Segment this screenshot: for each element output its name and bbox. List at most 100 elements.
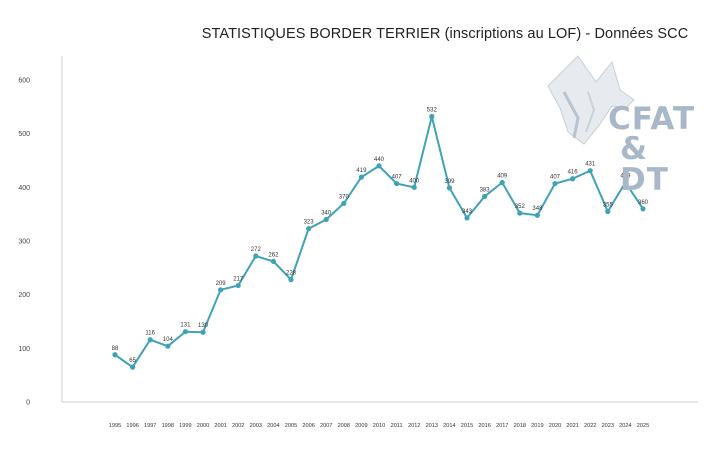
data-label: 88 <box>112 346 119 352</box>
x-tick-label: 2025 <box>637 423 649 429</box>
data-label: 399 <box>444 179 455 185</box>
data-point <box>605 208 611 215</box>
x-tick-label: 2015 <box>461 423 473 429</box>
logo-line2: & DT <box>620 131 669 198</box>
data-point <box>534 212 541 218</box>
data-label: 340 <box>321 211 332 217</box>
data-label: 323 <box>304 220 315 226</box>
data-label: 355 <box>603 202 614 208</box>
x-tick-label: 2003 <box>250 423 262 429</box>
x-tick-label: 2020 <box>549 423 561 429</box>
data-point <box>147 337 153 343</box>
data-point <box>112 352 118 358</box>
y-tick-label: 400 <box>18 185 30 192</box>
x-tick-label: 2024 <box>619 423 631 429</box>
data-point <box>306 226 312 232</box>
data-label: 400 <box>409 178 420 184</box>
x-tick-label: 2019 <box>531 423 543 429</box>
data-point <box>640 206 646 212</box>
y-tick-label: 600 <box>18 78 30 85</box>
x-tick-label: 1995 <box>109 423 121 429</box>
data-label: 348 <box>532 206 543 212</box>
x-tick-label: 2000 <box>197 423 209 429</box>
data-point <box>270 258 276 264</box>
data-label: 416 <box>568 170 579 176</box>
data-label: 383 <box>480 187 491 193</box>
data-label: 532 <box>427 107 438 113</box>
x-tick-label: 2013 <box>426 423 438 429</box>
dog-head-icon <box>547 55 635 145</box>
data-point <box>622 179 629 186</box>
data-label: 370 <box>339 194 350 200</box>
data-point <box>358 174 364 180</box>
data-point <box>464 215 470 221</box>
data-point <box>499 179 505 186</box>
x-tick-label: 1998 <box>162 423 174 429</box>
data-point <box>552 180 558 187</box>
data-point <box>323 216 329 223</box>
data-points <box>112 113 646 370</box>
data-point <box>235 282 241 289</box>
data-point <box>253 253 259 259</box>
x-tick-label: 1999 <box>179 423 191 429</box>
data-label: 409 <box>620 174 631 180</box>
data-point <box>446 185 452 191</box>
data-point <box>587 168 593 174</box>
data-point <box>429 113 435 120</box>
data-labels: 88 65 116 104 131 130 209 217 272 262 228 323 340 370… <box>112 107 649 364</box>
data-point <box>130 364 136 370</box>
x-tick-label: 2001 <box>214 423 226 429</box>
data-point <box>288 277 294 283</box>
x-tick-label: 2014 <box>443 423 455 429</box>
data-label: 407 <box>550 175 561 181</box>
data-label: 217 <box>233 277 244 283</box>
x-tick-label: 2017 <box>496 423 508 429</box>
x-tick-label: 1996 <box>126 423 138 429</box>
x-tick-label: 2012 <box>408 423 420 429</box>
x-tick-labels: 1995 1996 1997 1998 1999 2000 2001 2002 2003 2004… <box>109 423 649 429</box>
data-point <box>200 329 206 335</box>
data-label: 209 <box>216 281 227 287</box>
x-tick-label: 2021 <box>566 423 578 429</box>
y-tick-label: 0 <box>26 400 30 407</box>
data-label: 407 <box>392 175 403 181</box>
x-tick-label: 2007 <box>320 423 332 429</box>
data-label: 65 <box>129 358 136 364</box>
x-tick-label: 2008 <box>338 423 350 429</box>
data-label: 262 <box>268 252 279 258</box>
data-point <box>341 200 347 207</box>
data-label: 440 <box>374 157 385 163</box>
data-label: 131 <box>180 323 191 329</box>
data-label: 130 <box>198 323 209 329</box>
data-point <box>376 163 382 169</box>
y-tick-label: 300 <box>18 239 30 246</box>
y-tick-label: 200 <box>18 292 30 299</box>
data-point <box>517 210 523 216</box>
data-label: 360 <box>638 200 649 206</box>
chart-title: STATISTIQUES BORDER TERRIER (inscription… <box>201 26 689 42</box>
data-point <box>570 176 576 182</box>
data-label: 419 <box>356 168 367 174</box>
logo: CFAT & DT <box>538 52 698 196</box>
x-tick-label: 2010 <box>373 423 385 429</box>
data-label: 228 <box>286 271 297 277</box>
logo-line1: CFAT <box>608 101 696 137</box>
data-label: 104 <box>163 337 174 343</box>
data-point <box>482 193 488 200</box>
y-tick-labels: 0 100 200 300 400 500 600 <box>18 78 30 407</box>
data-label: 116 <box>145 331 155 337</box>
x-tick-label: 2009 <box>355 423 367 429</box>
data-point <box>165 343 171 349</box>
x-tick-label: 2006 <box>302 423 314 429</box>
x-tick-label: 2011 <box>391 423 403 429</box>
x-tick-label: 2023 <box>602 423 614 429</box>
x-tick-label: 2022 <box>584 423 596 429</box>
x-tick-label: 2018 <box>514 423 526 429</box>
x-tick-label: 2002 <box>232 423 244 429</box>
x-tick-label: 2005 <box>285 423 297 429</box>
data-label: 409 <box>497 174 508 180</box>
y-tick-label: 500 <box>18 131 30 138</box>
data-point <box>394 180 400 187</box>
x-tick-label: 2016 <box>478 423 490 429</box>
